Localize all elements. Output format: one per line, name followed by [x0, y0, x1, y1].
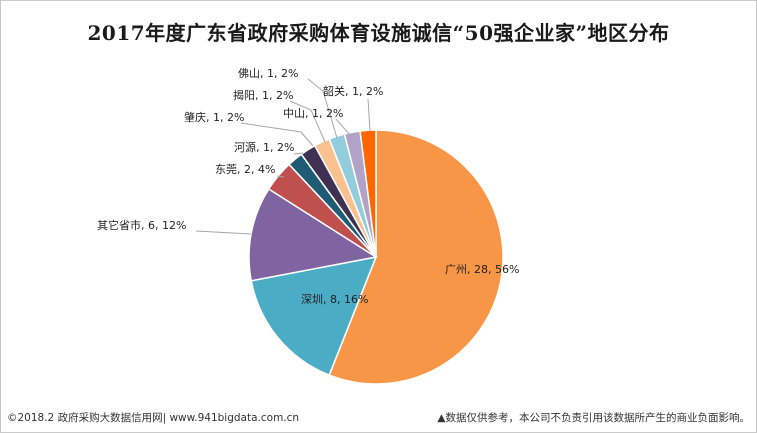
footer-disclaimer: ▲数据仅供参考，本公司不负责引用该数据所产生的商业负面影响。	[437, 412, 750, 424]
pie-slice-2	[248, 187, 379, 282]
data-label-5: 肇庆, 1, 2%	[184, 110, 244, 124]
data-label-0: 广州, 28, 56%	[445, 263, 519, 276]
data-label-9: 韶关, 1, 2%	[323, 84, 383, 98]
data-label-3: 东莞, 2, 4%	[215, 163, 275, 176]
leader-line-6	[289, 100, 326, 143]
pie-slice-0	[328, 129, 504, 385]
pie-chart: 广州, 28, 56% 深圳, 8, 16% 其它省市, 6, 12% 东莞, 2, …	[97, 67, 519, 385]
data-label-2: 其它省市, 6, 12%	[97, 218, 186, 232]
leader-line-9	[367, 98, 371, 132]
data-label-1: 深圳, 8, 16%	[301, 293, 368, 306]
leader-line-3	[276, 175, 285, 178]
data-label-6: 揭阳, 1, 2%	[233, 88, 293, 102]
pie-slice-1	[250, 256, 378, 377]
leader-line-7	[307, 78, 338, 139]
chart-title: 2017年度广东省政府采购体育设施诚信“50强企业家”地区分布	[87, 21, 670, 45]
leader-line-5	[240, 122, 314, 147]
footer-copyright: ©2018.2 政府采购大数据信用网| www.941bigdata.com.c…	[7, 412, 300, 424]
data-label-7: 佛山, 1, 2%	[238, 67, 298, 80]
data-label-8: 中山, 1, 2%	[283, 107, 343, 120]
leader-line-2	[195, 230, 252, 235]
pie-slice-9	[359, 129, 377, 258]
data-label-4: 河源, 1, 2%	[234, 140, 294, 154]
leader-line-4	[293, 152, 304, 155]
leader-line-8	[335, 118, 351, 136]
